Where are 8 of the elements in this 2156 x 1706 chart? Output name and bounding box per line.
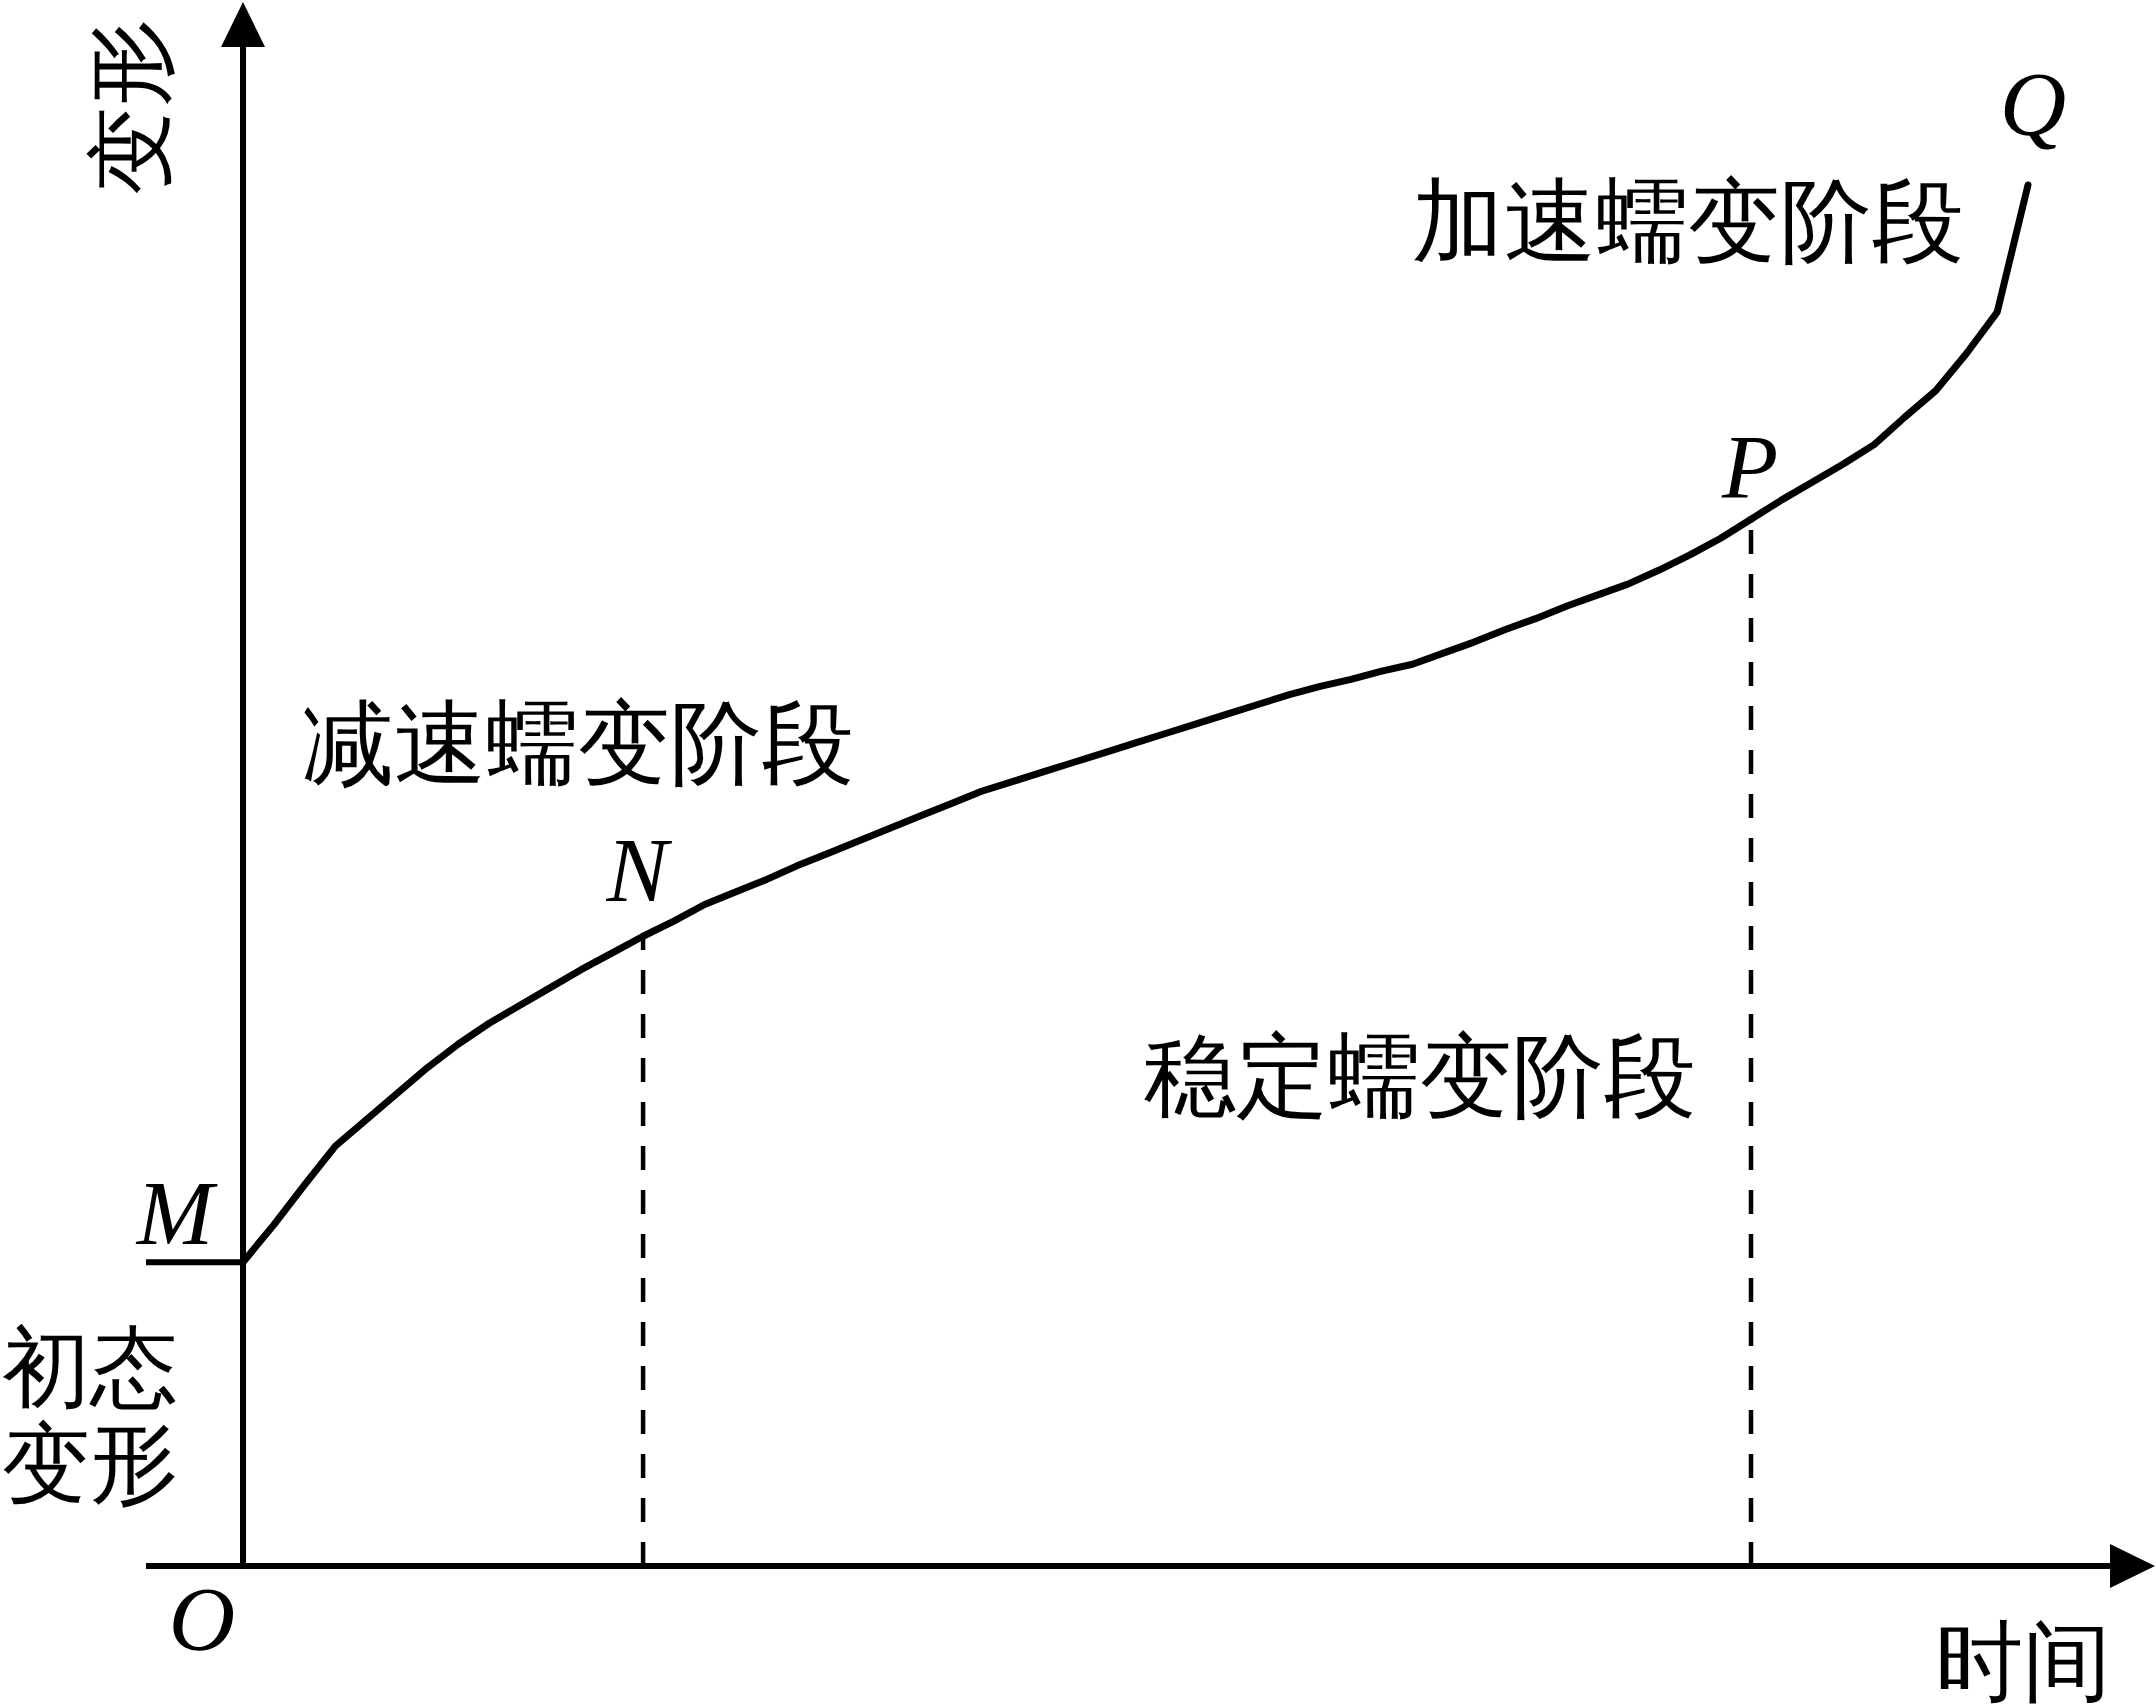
annotation: M [134,1162,218,1265]
y-axis-title: 变形 [78,19,182,195]
ref-line-label: 初态变形 [2,1316,179,1516]
annotation: 加速蠕变阶段 [1412,168,1964,275]
x-axis-title: 时间 [1935,1610,2111,1706]
annotation: P [1720,416,1779,519]
annotation: Q [1999,53,2067,155]
text: O [168,1568,236,1670]
